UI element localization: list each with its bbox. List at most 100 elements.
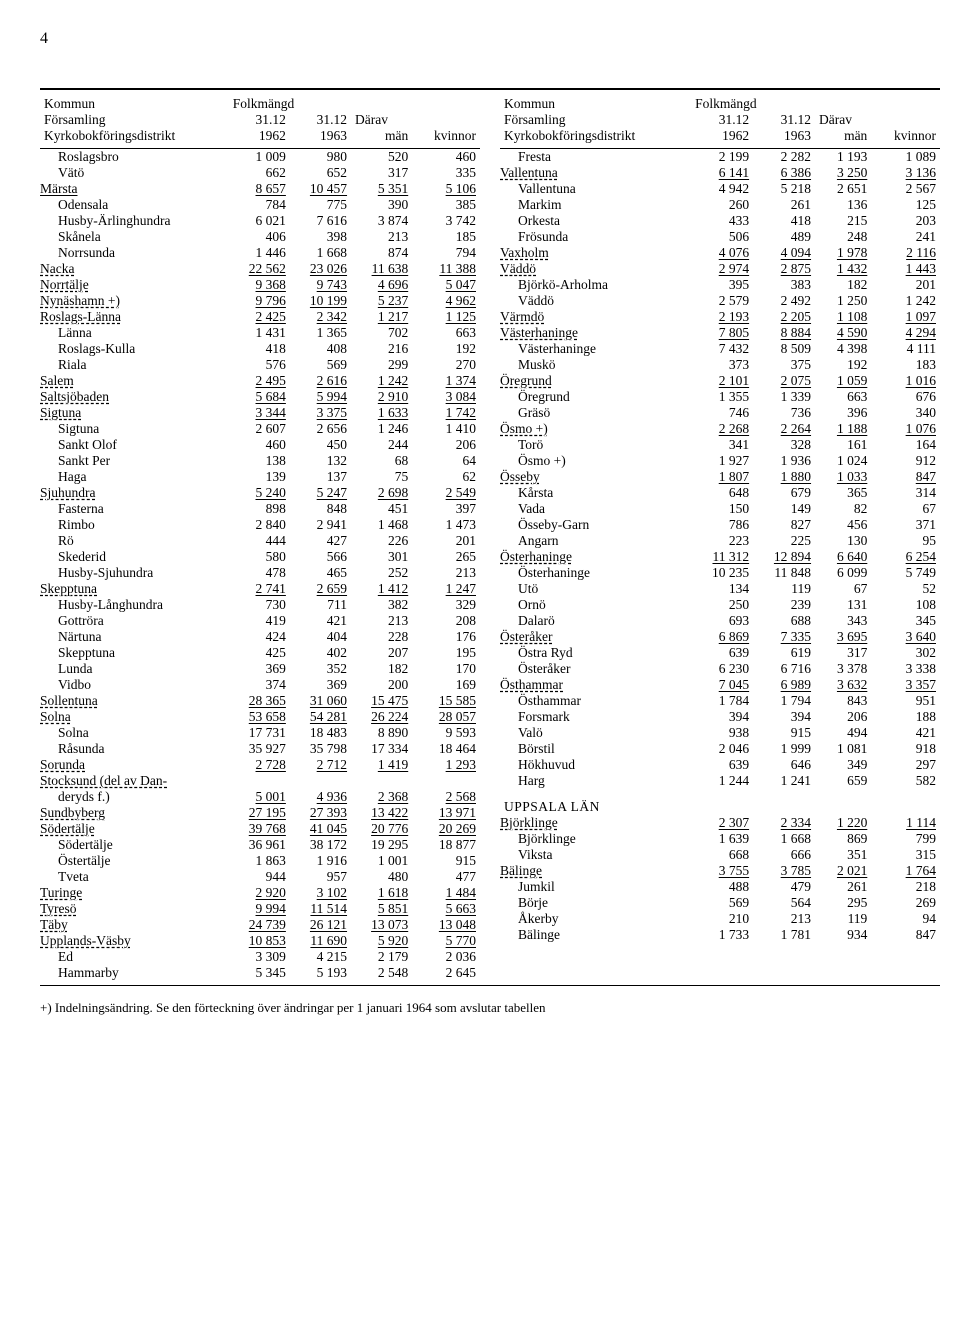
row-value: 6 099 bbox=[815, 565, 871, 581]
row-name: Östhammar bbox=[500, 677, 691, 693]
row-name: Haga bbox=[40, 469, 229, 485]
table-row: Täby24 73926 12113 07313 048 bbox=[40, 917, 480, 933]
row-name: Valö bbox=[500, 725, 691, 741]
row-value: 2 741 bbox=[229, 581, 290, 597]
row-value: 225 bbox=[753, 533, 815, 549]
table-row: Länna1 4311 365702663 bbox=[40, 325, 480, 341]
row-value: 67 bbox=[815, 581, 871, 597]
row-name: Närtuna bbox=[40, 629, 229, 645]
row-value: 150 bbox=[691, 501, 753, 517]
table-row: Saltsjöbaden5 6845 9942 9103 084 bbox=[40, 389, 480, 405]
row-value: 13 073 bbox=[351, 917, 412, 933]
row-value: 2 116 bbox=[871, 245, 940, 261]
row-value: 2 698 bbox=[351, 485, 412, 501]
row-value: 138 bbox=[229, 453, 290, 469]
footnote: +) Indelningsändring. Se den förteckning… bbox=[40, 1000, 940, 1016]
row-value: 847 bbox=[871, 927, 940, 943]
row-name: Angarn bbox=[500, 533, 691, 549]
row-value: 12 894 bbox=[753, 549, 815, 565]
table-row: Vallentuna4 9425 2182 6512 567 bbox=[500, 181, 940, 197]
row-value: 702 bbox=[351, 325, 412, 341]
row-name: Husby-Sjuhundra bbox=[40, 565, 229, 581]
left-column: Kommun Folkmängd Församling 31.12 31.12 … bbox=[40, 96, 480, 981]
row-value: 898 bbox=[229, 501, 290, 517]
hdr-kbf-r: Kyrkobokföringsdistrikt bbox=[500, 128, 691, 149]
row-value: 6 254 bbox=[871, 549, 940, 565]
row-value: 15 475 bbox=[351, 693, 412, 709]
row-value: 375 bbox=[753, 357, 815, 373]
table-row: Kårsta648679365314 bbox=[500, 485, 940, 501]
table-row: Angarn22322513095 bbox=[500, 533, 940, 549]
table-row: Österåker6 8697 3353 6953 640 bbox=[500, 629, 940, 645]
row-value: 7 805 bbox=[691, 325, 753, 341]
row-name: Frösunda bbox=[500, 229, 691, 245]
row-name: Kårsta bbox=[500, 485, 691, 501]
row-value: 369 bbox=[229, 661, 290, 677]
row-value: 131 bbox=[815, 597, 871, 613]
row-value: 869 bbox=[815, 831, 871, 847]
row-name: Stocksund (del av Dan- bbox=[40, 773, 229, 789]
hdr-folkmangd-r: Folkmängd bbox=[691, 96, 815, 112]
row-value: 11 638 bbox=[351, 261, 412, 277]
row-name: Össeby bbox=[500, 469, 691, 485]
row-name: Österhaninge bbox=[500, 565, 691, 581]
row-value: 1 242 bbox=[351, 373, 412, 389]
table-row: Råsunda35 92735 79817 33418 464 bbox=[40, 741, 480, 757]
row-value: 341 bbox=[691, 437, 753, 453]
row-value: 4 962 bbox=[412, 293, 480, 309]
row-value: 130 bbox=[815, 533, 871, 549]
table-row: Husby-Sjuhundra478465252213 bbox=[40, 565, 480, 581]
row-value: 494 bbox=[815, 725, 871, 741]
table-row: Skepptuna2 7412 6591 4121 247 bbox=[40, 581, 480, 597]
table-row: Nacka22 56223 02611 63811 388 bbox=[40, 261, 480, 277]
row-name: Harg bbox=[500, 773, 691, 789]
table-row: Lunda369352182170 bbox=[40, 661, 480, 677]
row-value: 2 728 bbox=[229, 757, 290, 773]
row-value: 404 bbox=[290, 629, 351, 645]
table-row: Solna53 65854 28126 22428 057 bbox=[40, 709, 480, 725]
row-value: 1 936 bbox=[753, 453, 815, 469]
table-row: Frösunda506489248241 bbox=[500, 229, 940, 245]
row-name: Hökhuvud bbox=[500, 757, 691, 773]
row-value: 2 567 bbox=[871, 181, 940, 197]
table-row: Jumkil488479261218 bbox=[500, 879, 940, 895]
row-value: 8 884 bbox=[753, 325, 815, 341]
row-value: 226 bbox=[351, 533, 412, 549]
row-value: 5 994 bbox=[290, 389, 351, 405]
row-value: 1 794 bbox=[753, 693, 815, 709]
row-value: 149 bbox=[753, 501, 815, 517]
row-value: 693 bbox=[691, 613, 753, 629]
table-row: Skepptuna425402207195 bbox=[40, 645, 480, 661]
row-value: 15 585 bbox=[412, 693, 480, 709]
row-value: 213 bbox=[412, 565, 480, 581]
row-value: 27 195 bbox=[229, 805, 290, 821]
row-value: 213 bbox=[351, 229, 412, 245]
row-value: 3 874 bbox=[351, 213, 412, 229]
row-value: 223 bbox=[691, 533, 753, 549]
row-name: Sigtuna bbox=[40, 421, 229, 437]
row-value: 239 bbox=[753, 597, 815, 613]
row-name: Nynäshamn +) bbox=[40, 293, 229, 309]
row-name: Åkerby bbox=[500, 911, 691, 927]
row-value: 5 920 bbox=[351, 933, 412, 949]
row-name: Forsmark bbox=[500, 709, 691, 725]
row-value: 5 001 bbox=[229, 789, 290, 805]
row-value: 261 bbox=[815, 879, 871, 895]
row-value: 3 640 bbox=[871, 629, 940, 645]
row-value: 1 244 bbox=[691, 773, 753, 789]
row-name: Östertälje bbox=[40, 853, 229, 869]
table-row: Haga1391377562 bbox=[40, 469, 480, 485]
row-value: 5 684 bbox=[229, 389, 290, 405]
row-name: Torö bbox=[500, 437, 691, 453]
table-row: Husby-Långhundra730711382329 bbox=[40, 597, 480, 613]
hdr-kommun-r: Kommun bbox=[500, 96, 691, 112]
row-value: 2 920 bbox=[229, 885, 290, 901]
row-name: Skederid bbox=[40, 549, 229, 565]
row-name: Markim bbox=[500, 197, 691, 213]
row-name: Solna bbox=[40, 725, 229, 741]
table-row: Närtuna424404228176 bbox=[40, 629, 480, 645]
row-value: 1 742 bbox=[412, 405, 480, 421]
row-value: 3 344 bbox=[229, 405, 290, 421]
row-name: Björklinge bbox=[500, 815, 691, 831]
table-row: Gottröra419421213208 bbox=[40, 613, 480, 629]
